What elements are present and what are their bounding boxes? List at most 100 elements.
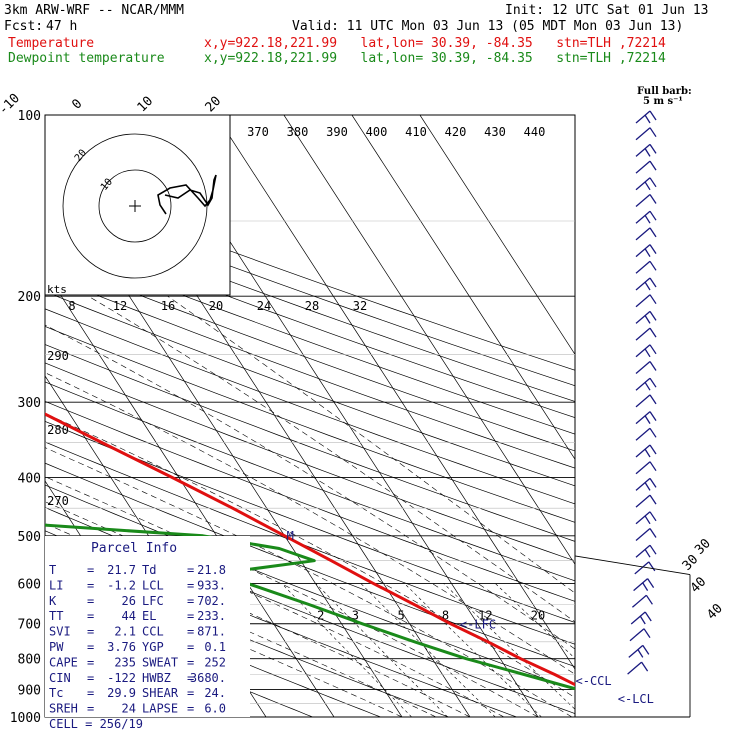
wind-barb (630, 611, 652, 625)
pressure-label: 100 (18, 109, 41, 124)
wind-barb-flag (649, 277, 657, 288)
init-time: Init: 12 UTC Sat 01 Jun 13 (505, 3, 709, 18)
wind-barb (633, 578, 655, 592)
wind-barb-staff (635, 427, 651, 441)
wind-barb (635, 494, 657, 508)
wind-barb-staff (635, 444, 651, 458)
mixing-ratio-line (443, 583, 575, 710)
wind-barb-flag (637, 649, 644, 658)
wind-barb-flag (649, 411, 657, 421)
mixing-ratio-label: 3 (352, 609, 359, 623)
parcel-info-value: -1.2 (107, 578, 136, 592)
hodograph-speed-label: 16 (161, 299, 175, 313)
wind-barb-flag (644, 281, 651, 291)
parcel-info-eq: = (187, 625, 194, 639)
dewpoint-series-name: Dewpoint temperature (8, 51, 165, 66)
wind-barb (635, 260, 657, 274)
parcel-info-key: Tc (49, 686, 63, 700)
wind-barb (635, 227, 657, 241)
isotherm-line (283, 115, 575, 565)
parcel-info-key: LFC (142, 594, 164, 608)
parcel-info-eq: = (187, 578, 194, 592)
isotherm-label: 40 (688, 574, 710, 596)
hodograph-speed-label: 24 (257, 299, 271, 313)
wind-barb (635, 394, 657, 408)
parcel-info-eq: = (87, 578, 94, 592)
wind-barb (635, 143, 657, 157)
wind-barb-staff (635, 411, 651, 425)
mixing-ratio-line (404, 583, 542, 717)
dewpoint-series-info: x,y=922.18,221.99 lat,lon= 30.39, -84.35… (204, 51, 666, 66)
parcel-info-value: 29.9 (107, 686, 136, 700)
wind-barb-flag (649, 361, 657, 371)
parcel-info-eq: = (87, 625, 94, 639)
wind-barb (635, 528, 657, 541)
parcel-info-value: 6.0 (204, 702, 226, 716)
wind-barb-staff (635, 377, 651, 391)
wind-barb-staff (634, 561, 650, 575)
hodograph-speed-label: 20 (209, 299, 223, 313)
mixing-ratio-label: 20 (531, 609, 545, 623)
parcel-info-eq: = (187, 671, 194, 685)
wind-barb-flag (644, 348, 651, 358)
parcel-info-value: 24. (204, 686, 226, 700)
wind-barb-flag (649, 494, 657, 505)
wind-barb-flag (649, 394, 657, 405)
wind-barb (635, 277, 657, 291)
mixing-ratio-label: 5 (398, 609, 405, 623)
isotherm-line (351, 115, 575, 460)
temperature-line (45, 412, 575, 687)
wind-barb (635, 427, 657, 441)
parcel-info-eq: = (87, 686, 94, 700)
theta-e-label: 290 (47, 349, 69, 363)
isotherm-line (215, 115, 575, 670)
parcel-info-key: PW (49, 640, 64, 654)
forecast-label: Fcst: (4, 19, 44, 34)
wind-barb (635, 177, 657, 191)
parcel-level-marker: <-CCL (576, 674, 612, 688)
wind-barb-staff (635, 327, 651, 341)
wind-barbs (574, 110, 691, 718)
wind-barb-flag (639, 615, 646, 625)
pressure-label: 400 (18, 471, 41, 486)
wind-barb-flag (649, 244, 657, 254)
mixing-ratio-label: 2 (317, 609, 324, 623)
theta-label: 420 (445, 125, 467, 139)
wind-barb-flag (649, 210, 657, 221)
theta-label: 390 (326, 125, 348, 139)
wind-barb-flag (649, 344, 657, 355)
parcel-info-eq: = (187, 686, 194, 700)
pressure-label: 1000 (10, 711, 41, 726)
valid-time: Valid: 11 UTC Mon 03 Jun 13 (05 MDT Mon … (292, 19, 684, 34)
full-barb-value: 5 m s⁻¹ (643, 96, 683, 107)
parcel-info-key: SVI (49, 625, 71, 639)
wind-barb-staff (635, 160, 651, 174)
wind-barb-flag (644, 181, 651, 191)
parcel-info-title: Parcel Info (91, 541, 177, 556)
wind-barb-staff (631, 594, 647, 608)
temperature-series-info: x,y=922.18,221.99 lat,lon= 30.39, -84.35… (204, 36, 666, 51)
parcel-info-key: CAPE (49, 655, 78, 669)
wind-barb-staff (635, 511, 651, 525)
wind-barb-flag (649, 110, 657, 121)
pressure-label: 900 (18, 683, 41, 698)
hodograph-trace (157, 174, 217, 215)
wind-barb-flag (649, 311, 657, 321)
parcel-level-marker: M (287, 529, 294, 543)
pressure-label: 300 (18, 396, 41, 411)
hodograph-speed-label: 12 (113, 299, 127, 313)
parcel-info-eq: = (87, 594, 94, 608)
wind-barb (627, 661, 649, 675)
wind-barb-flag (649, 144, 657, 154)
wind-barb-staff (635, 143, 651, 157)
wind-barb (635, 327, 657, 341)
parcel-info-eq: = (187, 655, 194, 669)
wind-barb-flag (649, 227, 657, 238)
wind-barb-flag (644, 611, 652, 622)
mixing-ratio-label: 12 (478, 609, 492, 623)
wind-barb-staff (635, 544, 651, 558)
wind-barb-staff (635, 227, 651, 241)
wind-barb-staff (635, 110, 651, 124)
parcel-info-value: 3680. (190, 671, 226, 685)
